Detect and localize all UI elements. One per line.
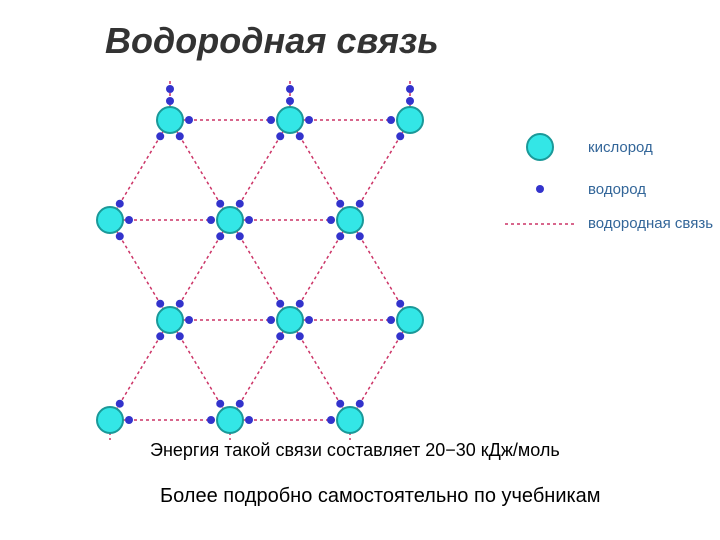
legend-item-oxygen: кислород: [500, 130, 713, 164]
legend-label: водород: [588, 181, 646, 198]
footnote: Более подробно самостоятельно по учебник…: [160, 485, 601, 508]
legend-item-hydrogen: водород: [500, 179, 713, 199]
molecular-diagram: [60, 80, 480, 445]
page-title: Водородная связь: [105, 20, 439, 62]
legend-label: кислород: [588, 139, 653, 156]
legend-item-hbond: водородная связь: [500, 214, 713, 234]
energy-caption: Энергия такой связи составляет 20−30 кДж…: [150, 440, 560, 461]
oxygen-icon: [500, 130, 580, 164]
legend-label: водородная связь: [588, 216, 713, 233]
legend: кислород водород водородная связь: [500, 130, 713, 249]
hydrogen-icon: [500, 179, 580, 199]
hbond-icon: [500, 214, 580, 234]
